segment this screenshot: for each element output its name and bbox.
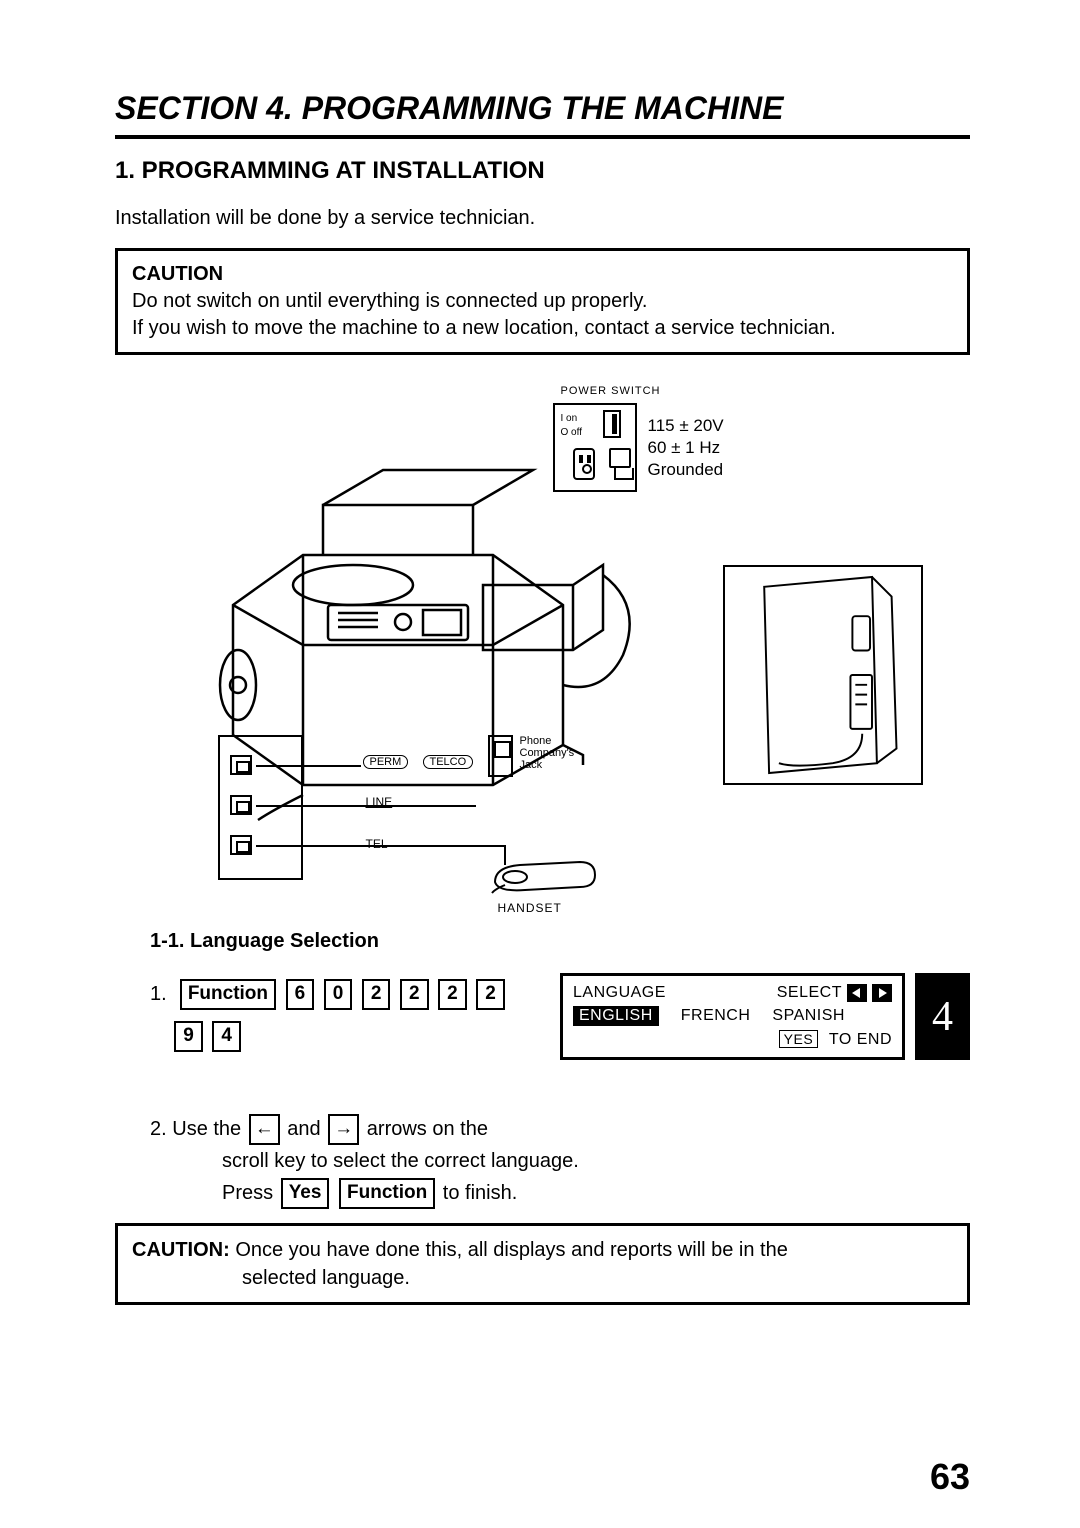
wire bbox=[256, 765, 361, 767]
intro-text: Installation will be done by a service t… bbox=[115, 207, 970, 230]
phone-company-label: Phone Company's Jack bbox=[520, 735, 575, 771]
step-text: to finish. bbox=[443, 1182, 517, 1204]
tel-label: TEL bbox=[366, 837, 388, 851]
key-2: 2 bbox=[438, 979, 467, 1010]
caution-box-2: CAUTION: Once you have done this, all di… bbox=[115, 1223, 970, 1305]
key-2: 2 bbox=[476, 979, 505, 1010]
telco-detail: PERM TELCO LINE TEL Phone Company's Jack… bbox=[218, 735, 708, 915]
key-9: 9 bbox=[174, 1021, 203, 1052]
switch-off-label: O off bbox=[561, 427, 583, 438]
language-step-block: 1. Function 6 0 2 2 2 2 1. 9 4 LANGUAGE … bbox=[115, 973, 970, 1103]
step-text: Use the bbox=[172, 1118, 246, 1140]
caution-line1: Do not switch on until everything is con… bbox=[132, 288, 953, 315]
function-key: Function bbox=[339, 1178, 435, 1209]
telco-label: TELCO bbox=[423, 755, 474, 769]
step-text: scroll key to select the correct languag… bbox=[222, 1150, 579, 1172]
key-0: 0 bbox=[324, 979, 353, 1010]
lcd-toend: TO END bbox=[829, 1031, 892, 1048]
caution-text: Once you have done this, all displays an… bbox=[230, 1239, 788, 1261]
lcd-select-label: SELECT bbox=[777, 984, 842, 1002]
spec-ground: Grounded bbox=[648, 459, 724, 481]
jack-panel bbox=[218, 735, 303, 880]
chapter-tab: 4 bbox=[915, 973, 970, 1060]
yes-key: Yes bbox=[281, 1178, 330, 1209]
right-arrow-icon bbox=[872, 984, 892, 1002]
phone-jack-icon bbox=[488, 735, 513, 777]
caution-label: CAUTION bbox=[132, 261, 953, 288]
lcd-spanish: SPANISH bbox=[772, 1007, 845, 1025]
step-text: arrows on the bbox=[367, 1118, 488, 1140]
switch-on-label: I on bbox=[561, 413, 578, 424]
handset-label: HANDSET bbox=[498, 901, 562, 915]
lcd-display: LANGUAGE SELECT ENGLISH FRENCH SPANISH Y… bbox=[560, 973, 905, 1060]
side-panel-detail bbox=[723, 565, 923, 785]
spec-voltage: 115 ± 20V bbox=[648, 415, 724, 437]
lcd-language-label: LANGUAGE bbox=[573, 984, 666, 1002]
lcd-yes-key: YES bbox=[779, 1030, 819, 1048]
caution-text: selected language. bbox=[132, 1264, 953, 1292]
function-key: Function bbox=[180, 979, 276, 1010]
key-2: 2 bbox=[362, 979, 391, 1010]
caution-line2: If you wish to move the machine to a new… bbox=[132, 315, 953, 342]
line-label: LINE bbox=[366, 795, 393, 809]
handset-illustration bbox=[490, 857, 600, 895]
jack-icon bbox=[230, 835, 252, 855]
caution-box: CAUTION Do not switch on until everythin… bbox=[115, 248, 970, 355]
caution-label: CAUTION: bbox=[132, 1239, 230, 1261]
jack-icon bbox=[230, 755, 252, 775]
spec-freq: 60 ± 1 Hz bbox=[648, 437, 724, 459]
left-arrow-key: ← bbox=[249, 1114, 280, 1145]
connection-diagram: POWER SWITCH I on O off 115 ± 20V 60 ± 1… bbox=[183, 385, 903, 915]
lcd-english-selected: ENGLISH bbox=[573, 1006, 659, 1026]
key-6: 6 bbox=[286, 979, 315, 1010]
language-section-title: 1-1. Language Selection bbox=[150, 930, 970, 953]
lcd-select-group: SELECT bbox=[777, 984, 892, 1002]
step-2: 2. Use the ← and → arrows on the scroll … bbox=[150, 1113, 970, 1209]
lcd-display-area: LANGUAGE SELECT ENGLISH FRENCH SPANISH Y… bbox=[560, 973, 970, 1060]
lcd-french: FRENCH bbox=[681, 1007, 751, 1025]
step-number: 1. bbox=[150, 983, 167, 1005]
step-text: and bbox=[287, 1118, 326, 1140]
step-text: Press bbox=[222, 1182, 279, 1204]
key-2: 2 bbox=[400, 979, 429, 1010]
step-number: 2. bbox=[150, 1118, 167, 1140]
key-4: 4 bbox=[212, 1021, 241, 1052]
page-number: 63 bbox=[930, 1456, 970, 1498]
left-arrow-icon bbox=[847, 984, 867, 1002]
power-switch-label: POWER SWITCH bbox=[561, 385, 661, 397]
power-specs: 115 ± 20V 60 ± 1 Hz Grounded bbox=[648, 415, 724, 481]
switch-icon bbox=[603, 410, 621, 438]
section-title: SECTION 4. PROGRAMMING THE MACHINE bbox=[115, 90, 970, 139]
jack-icon bbox=[230, 795, 252, 815]
subtitle: 1. PROGRAMMING AT INSTALLATION bbox=[115, 157, 970, 185]
perm-label: PERM bbox=[363, 755, 409, 769]
right-arrow-key: → bbox=[328, 1114, 359, 1145]
